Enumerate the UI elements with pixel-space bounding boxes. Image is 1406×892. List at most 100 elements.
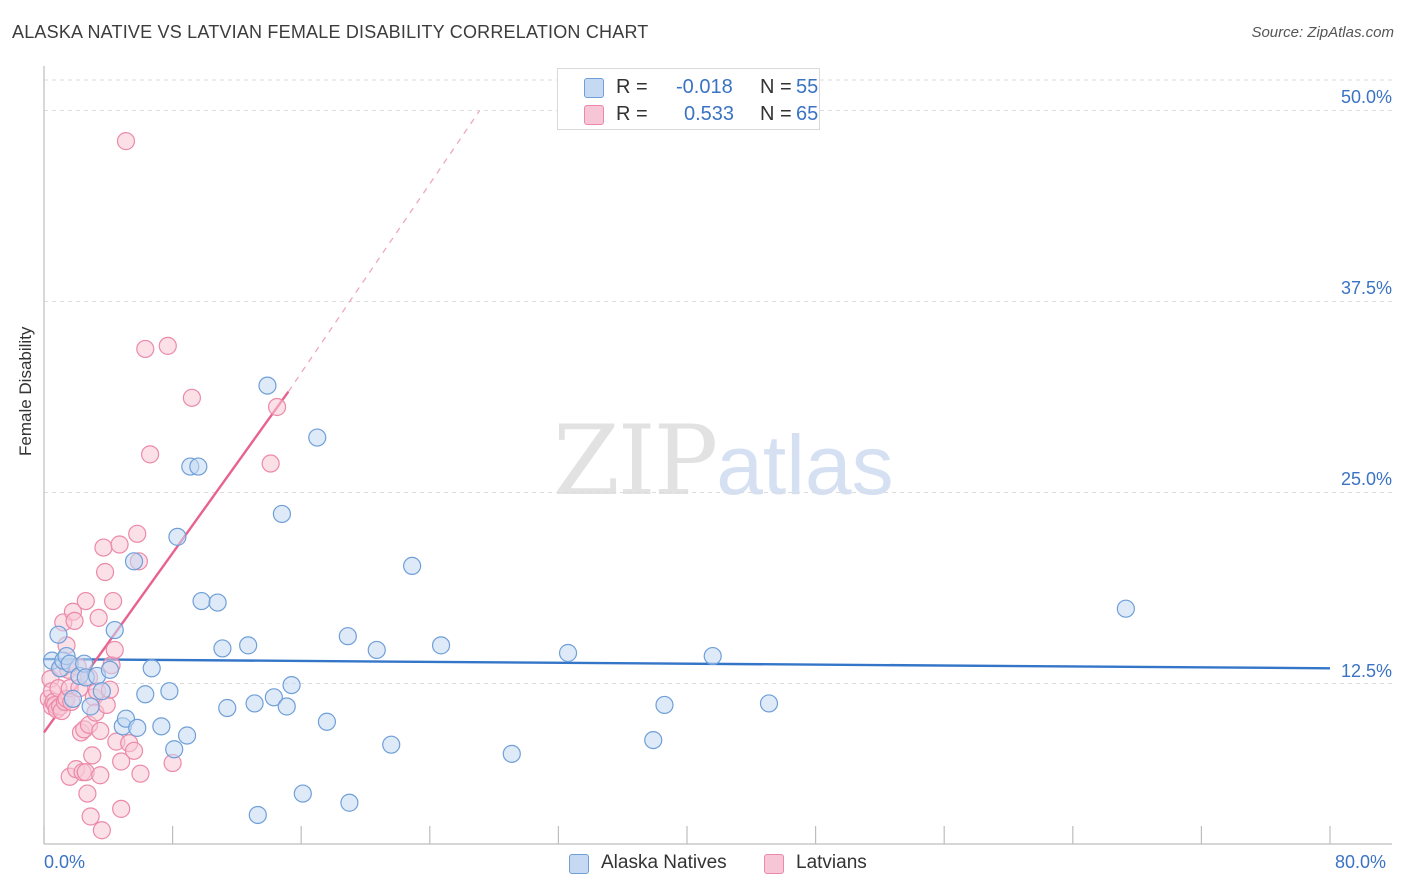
alaska-natives-point xyxy=(282,675,301,695)
legend-n-label: N = xyxy=(760,103,792,125)
latvians-trend-extension xyxy=(287,110,481,393)
alaska-natives-point xyxy=(128,718,147,737)
x-tick-label-min: 0.0% xyxy=(44,852,86,872)
alaska-natives-point xyxy=(759,694,779,713)
latvians-point xyxy=(110,535,129,554)
correlation-legend: R = -0.018 N = 55 R = 0.533 N = 65 xyxy=(557,68,820,130)
alaska-natives-point xyxy=(92,682,111,701)
alaska-natives-point xyxy=(165,740,184,759)
latvians-point xyxy=(105,640,124,660)
latvians-point xyxy=(104,591,123,611)
alaska-natives-point xyxy=(558,643,578,663)
latvians-point xyxy=(158,336,177,355)
legend-n-value: 65 xyxy=(796,103,819,125)
alaska-natives-point xyxy=(340,793,359,812)
watermark-atlas: atlas xyxy=(716,418,894,512)
latvians-point xyxy=(81,807,100,826)
latvians-point xyxy=(140,445,160,464)
alaska-natives-point xyxy=(431,636,451,655)
latvians-point xyxy=(131,764,150,783)
latvians-point xyxy=(83,746,102,765)
legend-label: Alaska Natives xyxy=(601,852,727,873)
latvians-point xyxy=(95,562,115,582)
chart-title: ALASKA NATIVE VS LATVIAN FEMALE DISABILI… xyxy=(12,22,649,42)
latvians-point xyxy=(182,388,201,407)
alaska-natives-point xyxy=(502,744,521,763)
latvians-point xyxy=(78,784,97,803)
alaska-natives-point xyxy=(1116,599,1135,618)
alaska-natives-point xyxy=(218,698,237,718)
alaska-natives-point xyxy=(100,660,120,679)
alaska-natives-point xyxy=(258,376,277,395)
legend-r-label: R = xyxy=(616,103,648,125)
latvians-point xyxy=(92,821,111,840)
latvians-point xyxy=(128,524,147,543)
latvians-point xyxy=(91,766,110,785)
latvians-point xyxy=(267,397,287,417)
y-tick-label-12-5: 12.5% xyxy=(1340,661,1392,681)
alaska-natives-point xyxy=(655,695,674,715)
legend-swatch-blue xyxy=(569,854,589,874)
alaska-natives-point xyxy=(703,646,722,666)
alaska-natives-point xyxy=(105,620,124,640)
alaska-natives-point xyxy=(177,726,197,745)
legend-swatch-pink xyxy=(764,854,784,874)
alaska-natives-point xyxy=(403,556,422,576)
alaska-natives-point xyxy=(168,527,187,546)
alaska-natives-point xyxy=(136,685,155,704)
alaska-natives-point xyxy=(208,593,227,612)
source-label: Source: ZipAtlas.com xyxy=(1251,24,1394,41)
alaska-natives-point xyxy=(124,552,144,571)
latvians-point xyxy=(89,608,108,627)
latvians-point xyxy=(124,741,144,760)
latvians-point xyxy=(65,611,84,631)
alaska-natives-point xyxy=(272,504,292,524)
latvians-point xyxy=(112,799,131,818)
latvians-point xyxy=(76,591,95,611)
alaska-natives-point xyxy=(81,697,100,716)
trend-lines xyxy=(43,110,1331,734)
alaska-natives-point xyxy=(142,659,161,678)
alaska-natives-point xyxy=(192,591,211,611)
grid-lines xyxy=(44,79,1392,685)
latvians-point xyxy=(116,132,136,151)
alaska-natives-trend-line xyxy=(43,657,1331,670)
legend-r-label: R = xyxy=(616,76,648,98)
alaska-natives-points xyxy=(42,376,1135,825)
watermark-zip: ZIP xyxy=(553,405,718,517)
alaska-natives-point xyxy=(277,697,296,716)
x-tick-label-max: 80.0% xyxy=(1335,852,1387,872)
alaska-natives-point xyxy=(382,735,401,754)
y-tick-label-50: 50.0% xyxy=(1340,87,1392,107)
alaska-natives-point xyxy=(245,694,264,713)
alaska-natives-point xyxy=(293,784,312,803)
latvians-point xyxy=(91,721,110,741)
alaska-natives-point xyxy=(264,688,283,707)
legend-swatch-blue xyxy=(584,78,604,98)
alaska-natives-point xyxy=(152,717,171,736)
alaska-natives-point xyxy=(317,712,337,731)
y-tick-label-37-5: 37.5% xyxy=(1340,278,1392,298)
legend-r-value: 0.533 xyxy=(684,103,735,125)
alaska-natives-point xyxy=(338,627,357,646)
alaska-natives-point xyxy=(189,457,208,476)
alaska-natives-point xyxy=(239,636,258,655)
alaska-natives-point xyxy=(160,682,179,701)
alaska-natives-point xyxy=(248,805,267,825)
legend-n-value: 55 xyxy=(796,76,819,98)
legend-label: Latvians xyxy=(796,852,867,873)
y-axis-label: Female Disability xyxy=(16,326,35,456)
latvians-point xyxy=(112,752,131,771)
alaska-natives-point xyxy=(644,730,663,750)
axes xyxy=(43,66,1392,845)
latvians-point xyxy=(136,339,155,359)
legend-n-label: N = xyxy=(760,76,792,98)
alaska-natives-point xyxy=(308,428,327,447)
y-tick-label-25: 25.0% xyxy=(1340,469,1392,489)
alaska-natives-point xyxy=(63,689,83,708)
legend-swatch-pink xyxy=(584,105,604,125)
latvians-point xyxy=(261,454,280,473)
alaska-natives-point xyxy=(49,625,68,644)
latvians-point xyxy=(94,538,113,557)
